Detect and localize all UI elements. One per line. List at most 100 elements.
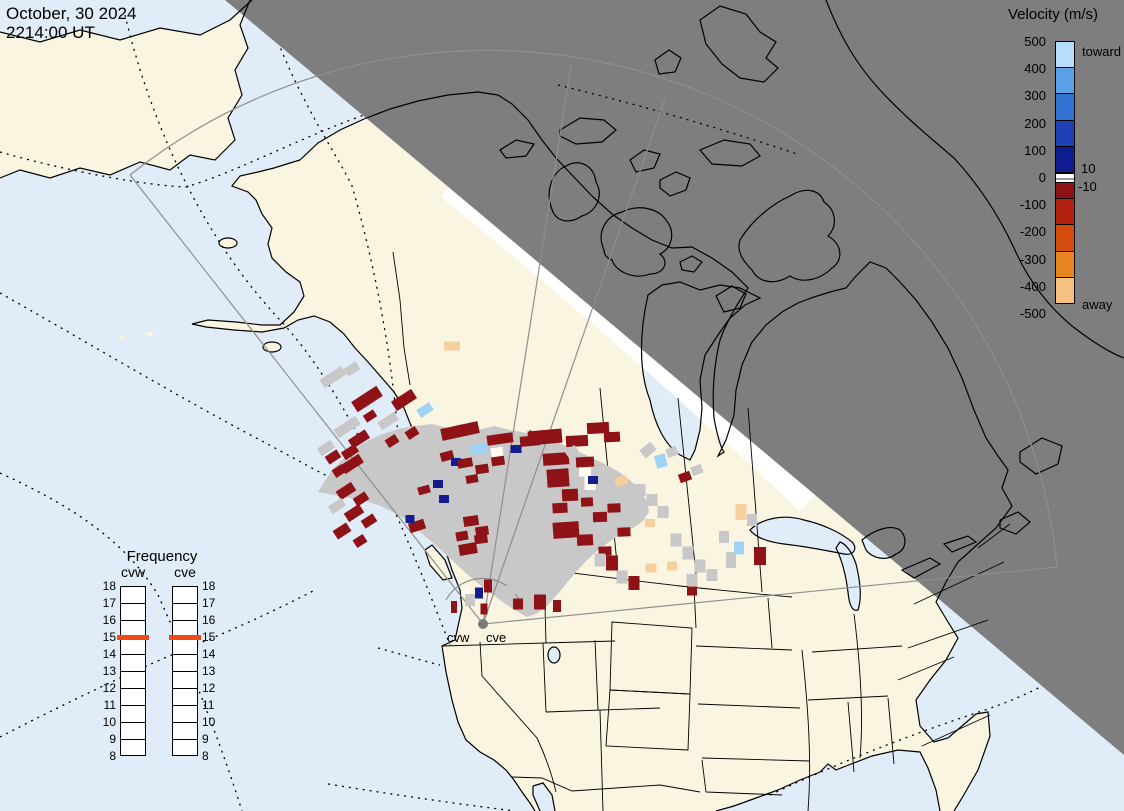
frequency-scale-label: 15	[202, 630, 216, 644]
velocity-cell-r	[628, 576, 640, 590]
colorbar-tick-label: 0	[1038, 170, 1046, 185]
colorbar-segment	[1055, 119, 1075, 147]
frequency-scale-label: 17	[202, 596, 216, 610]
frequency-cell	[121, 672, 145, 689]
velocity-cell-g	[682, 546, 694, 560]
velocity-cell-r	[598, 546, 612, 556]
frequency-scale-label: 10	[202, 715, 216, 729]
velocity-cell-r	[576, 534, 594, 546]
velocity-cell-g	[616, 570, 628, 584]
political-borders	[392, 251, 1011, 811]
frequency-cell	[173, 689, 197, 706]
velocity-cell-g	[694, 559, 706, 573]
frequency-cell	[173, 672, 197, 689]
velocity-cell-n	[433, 480, 443, 488]
velocity-cell-r	[603, 431, 621, 443]
velocity-cell-r	[340, 443, 360, 461]
velocity-cell-b	[470, 443, 488, 455]
velocity-cell-r	[513, 598, 523, 610]
frequency-marker	[117, 635, 149, 640]
velocity-cell-w	[490, 446, 504, 458]
velocity-cell-r	[360, 513, 378, 529]
frequency-scale-label: 13	[202, 664, 216, 678]
velocity-cell-g	[389, 445, 405, 461]
frequency-scale-label: 18	[102, 579, 116, 593]
velocity-cell-n	[475, 587, 483, 599]
velocity-cell-g	[358, 445, 374, 461]
colorbar-tick-label: 500	[1024, 34, 1046, 49]
frequency-scale-label: 8	[109, 749, 116, 763]
pos-threshold-label: 10	[1081, 161, 1096, 176]
velocity-legend-title: Velocity (m/s)	[1008, 6, 1099, 23]
velocity-cell-r	[474, 525, 490, 537]
velocity-cell-r	[352, 491, 370, 507]
velocity-cell-r	[455, 530, 469, 542]
away-label: away	[1082, 297, 1113, 312]
velocity-cell-r	[687, 586, 697, 596]
velocity-colorbar-ticks: 500 400 300 200 100 0 -100 -200 -300 -400 -500	[1002, 34, 1048, 322]
frequency-cell	[121, 604, 145, 621]
colorbar-segment	[1055, 224, 1075, 252]
velocity-cell-p	[444, 341, 460, 351]
map-label-cve: cve	[486, 630, 507, 645]
velocity-cell-g	[506, 585, 518, 595]
colorbar-zero-band	[1055, 173, 1075, 183]
frequency-cell	[121, 706, 145, 723]
velocity-cell-g	[327, 497, 347, 515]
velocity-cell-r	[677, 470, 693, 484]
colorbar-tick-label: 200	[1024, 115, 1046, 131]
frequency-cell	[121, 723, 145, 740]
velocity-cell-g	[639, 441, 657, 459]
colorbar-segment	[1055, 250, 1075, 278]
frequency-scale-label: 18	[202, 579, 216, 593]
velocity-cell-w	[579, 467, 591, 477]
velocity-cell-r	[754, 547, 766, 565]
colorbar-segment	[1055, 93, 1075, 121]
velocity-cell-r	[552, 521, 580, 539]
colorbar-tick-label: -100	[1019, 197, 1046, 213]
velocity-cell-r	[484, 579, 492, 593]
frequency-scale-label: 16	[202, 613, 216, 627]
frequency-cell	[121, 655, 145, 672]
velocity-cell-r	[486, 432, 514, 446]
velocity-cell-r	[343, 503, 365, 523]
colorbar-segment	[1055, 145, 1075, 173]
frequency-scale-label: 16	[102, 613, 116, 627]
velocity-cell-r	[384, 433, 400, 449]
frequency-scale-label: 15	[102, 630, 116, 644]
frequency-legend: Frequency cvw cve 18 17 16 15 14 13 12 11 10 9 8 1…	[88, 548, 238, 778]
frequency-scale-label: 9	[109, 732, 116, 746]
frequency-cell	[173, 587, 197, 604]
velocity-cell-r	[340, 453, 364, 475]
colorbar-tick-label: 400	[1024, 61, 1046, 77]
frequency-scale-label: 9	[202, 732, 209, 746]
velocity-cell-g	[747, 514, 757, 526]
velocity-cell-n	[439, 495, 449, 503]
velocity-cell-r	[586, 421, 610, 435]
velocity-cell-r	[474, 463, 490, 475]
velocity-cell-g	[706, 569, 718, 581]
velocity-cell-g	[634, 484, 646, 496]
velocity-cell-r	[527, 428, 563, 446]
colorbar-segment	[1055, 198, 1075, 226]
frequency-bar-cve	[172, 586, 198, 756]
frequency-scale-label: 10	[102, 715, 116, 729]
velocity-cell-b	[734, 541, 744, 555]
velocity-cell-r	[324, 449, 342, 465]
velocity-cell-g	[665, 445, 679, 459]
night-region	[225, 0, 1124, 755]
frequency-scale-label: 12	[202, 681, 216, 695]
velocity-cell-r	[347, 429, 371, 449]
frequency-marker	[169, 635, 201, 640]
date-label: October, 30 2024	[6, 4, 137, 23]
frequency-bar-cvw	[120, 586, 146, 756]
frequency-scale-label: 11	[103, 698, 116, 712]
velocity-cell-g	[719, 531, 729, 543]
velocity-cell-r	[417, 484, 431, 496]
frequency-cell	[121, 638, 145, 655]
colorbar-tick-label: 100	[1024, 142, 1046, 158]
velocity-cell-b	[416, 402, 434, 418]
frequency-cell	[173, 638, 197, 655]
colorbar-tick-label: -400	[1019, 278, 1046, 294]
